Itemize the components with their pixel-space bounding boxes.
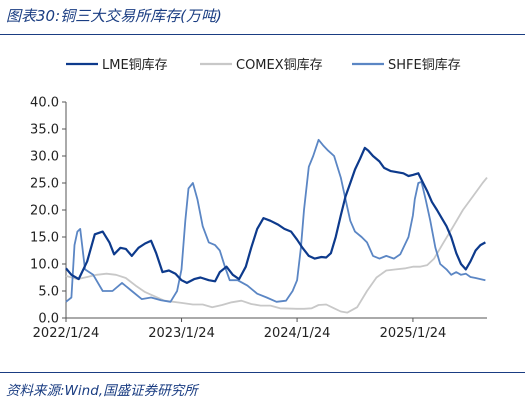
chart-legend: LME铜库存 COMEX铜库存 SHFE铜库存	[66, 57, 461, 73]
y-tick-label: 30.0	[30, 150, 59, 165]
y-axis: 0.0 5.0 10.0 15.0 20.0 25.0 30.0 35.0 40.0	[30, 96, 67, 327]
y-tick-label: 0.0	[38, 312, 59, 327]
legend-label-lme: LME铜库存	[102, 57, 168, 73]
x-tick-label: 2025/1/24	[380, 326, 447, 341]
y-tick-label: 20.0	[30, 204, 59, 219]
legend-label-comex: COMEX铜库存	[236, 57, 323, 73]
figure-source: 资料来源:Wind,国盛证券研究所	[6, 383, 198, 399]
figure-footer: 资料来源:Wind,国盛证券研究所	[0, 372, 525, 404]
series-layer	[65, 138, 488, 314]
series-line-comex	[65, 177, 488, 314]
chart-area: LME铜库存 COMEX铜库存 SHFE铜库存 0.0 5.0 10.0 15.0 20.0…	[0, 38, 525, 358]
y-tick-label: 15.0	[30, 231, 59, 246]
x-tick-label: 2024/1/24	[264, 326, 331, 341]
x-tick-label: 2022/1/24	[33, 326, 100, 341]
x-axis: 2022/1/24 2023/1/24 2024/1/24 2025/1/24	[33, 317, 487, 341]
chart-svg: LME铜库存 COMEX铜库存 SHFE铜库存 0.0 5.0 10.0 15.0 20.0…	[30, 57, 488, 341]
figure-title: 图表30:铜三大交易所库存(万吨)	[6, 7, 222, 25]
legend-label-shfe: SHFE铜库存	[388, 57, 461, 73]
y-tick-label: 35.0	[30, 123, 59, 138]
y-tick-label: 10.0	[30, 258, 59, 273]
series-line-shfe	[65, 138, 486, 303]
y-tick-label: 40.0	[30, 96, 59, 111]
y-tick-label: 5.0	[38, 285, 59, 300]
x-tick-label: 2023/1/24	[148, 326, 215, 341]
figure-header: 图表30:铜三大交易所库存(万吨)	[0, 0, 525, 35]
y-tick-label: 25.0	[30, 177, 59, 192]
series-line-lme	[65, 146, 486, 284]
